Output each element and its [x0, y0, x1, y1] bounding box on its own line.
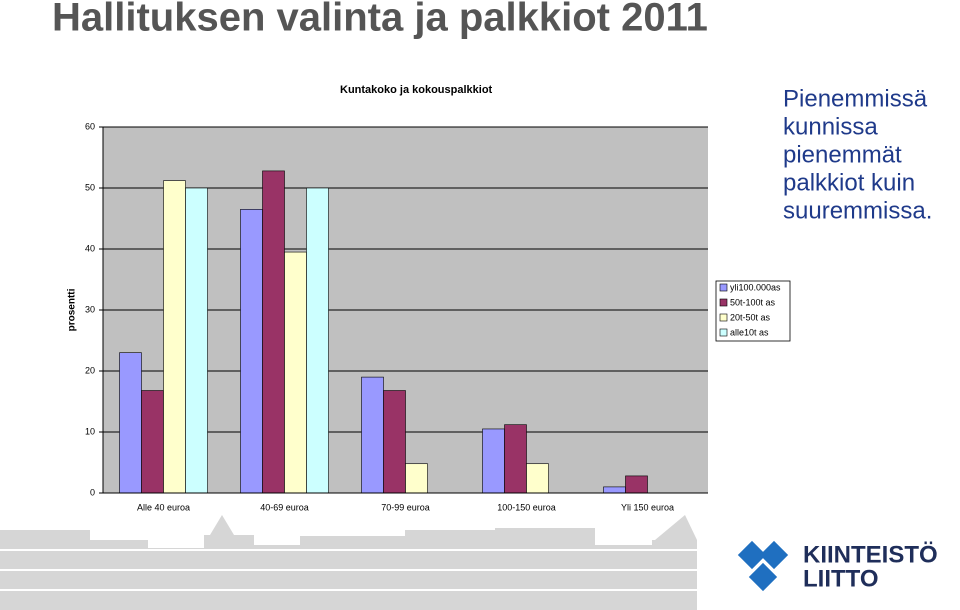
logo-text: KIINTEISTÖ [803, 541, 938, 568]
y-tick-label: 50 [85, 182, 95, 192]
legend-label: 50t-100t as [730, 297, 776, 307]
legend-swatch [719, 328, 728, 337]
x-tick-label: 40-69 euroa [260, 502, 309, 512]
note-line: pienemmät [783, 141, 902, 168]
legend-swatch [719, 283, 728, 292]
logo-text: LIITTO [803, 565, 879, 592]
bar [625, 475, 648, 494]
x-tick-label: Alle 40 euroa [137, 502, 190, 512]
skyline [0, 515, 697, 610]
legend-label: 20t-50t as [730, 312, 771, 322]
chart-title: Kuntakoko ja kokouspalkkiot [340, 84, 493, 96]
legend-swatch [719, 298, 728, 307]
y-axis-label: prosentti [67, 288, 78, 331]
legend-swatch [719, 313, 728, 322]
note-line: kunnissa [783, 113, 878, 140]
bar [383, 390, 406, 494]
bar [526, 463, 549, 494]
bar [262, 170, 285, 494]
legend-box [715, 280, 791, 342]
y-tick-label: 20 [85, 365, 95, 375]
bar [163, 180, 186, 494]
bar [284, 251, 307, 494]
bar [141, 390, 164, 494]
bar [361, 376, 384, 494]
slide-title: Hallituksen valinta ja palkkiot 2011 [52, 0, 708, 40]
bar [240, 209, 263, 494]
note-line: suuremmissa. [783, 197, 932, 224]
bar [504, 424, 527, 494]
y-tick-label: 30 [85, 304, 95, 314]
bar [405, 463, 428, 494]
bar [482, 428, 505, 494]
y-tick-label: 40 [85, 243, 95, 253]
note-line: palkkiot kuin [783, 169, 915, 196]
bar [603, 486, 626, 494]
x-tick-label: 100-150 euroa [497, 502, 556, 512]
legend-label: alle10t as [730, 327, 769, 337]
logo: KIINTEISTÖ LIITTO [737, 540, 938, 592]
bar [185, 187, 208, 494]
y-tick-label: 0 [90, 487, 95, 497]
x-tick-label: Yli 150 euroa [621, 502, 674, 512]
legend-label: yli100.000as [730, 282, 781, 292]
y-tick-label: 10 [85, 426, 95, 436]
bar [306, 187, 329, 494]
note-line: Pienemmissä [783, 85, 928, 112]
y-tick-label: 60 [85, 121, 95, 131]
skyline-windows [0, 549, 697, 591]
bar [119, 352, 142, 494]
x-tick-label: 70-99 euroa [381, 502, 430, 512]
